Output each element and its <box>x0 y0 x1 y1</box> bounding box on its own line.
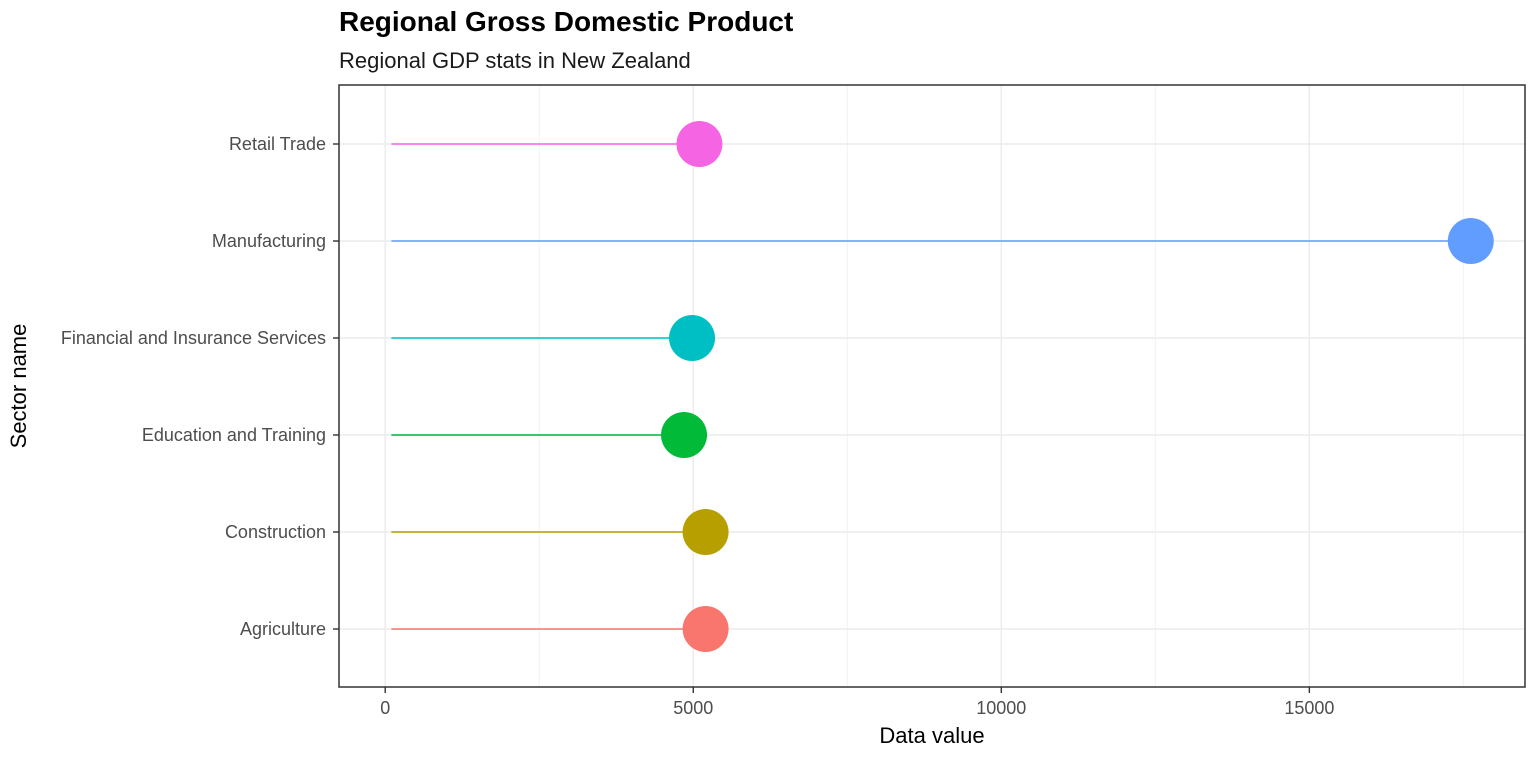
y-tick-label: Agriculture <box>240 619 326 639</box>
lollipop-dot <box>676 121 723 167</box>
x-axis-title: Data value <box>879 723 984 748</box>
lollipop-dot <box>669 315 716 361</box>
lollipop-dot <box>682 606 729 652</box>
y-tick-label: Retail Trade <box>229 134 326 154</box>
y-tick-label: Construction <box>225 522 326 542</box>
x-tick-label: 0 <box>380 698 390 718</box>
chart-title: Regional Gross Domestic Product <box>339 6 794 37</box>
x-tick-label: 15000 <box>1284 698 1334 718</box>
lollipop-dot <box>682 509 729 555</box>
plot-panel-background <box>339 85 1525 687</box>
x-tick-label: 10000 <box>976 698 1026 718</box>
lollipop-dot <box>661 412 708 458</box>
plot-panel-border <box>338 84 1526 688</box>
x-tick-label: 5000 <box>673 698 713 718</box>
axes: 0 5000 10000 15000 Agriculture Construction Ed… <box>61 134 1335 718</box>
y-tick-label: Manufacturing <box>212 231 326 251</box>
lollipop-dot <box>1447 218 1494 264</box>
y-tick-label: Financial and Insurance Services <box>61 328 326 348</box>
chart-subtitle: Regional GDP stats in New Zealand <box>339 48 691 73</box>
lollipop-stems <box>391 143 1471 630</box>
lollipop-dots <box>661 121 1494 652</box>
y-tick-label: Education and Training <box>142 425 326 445</box>
y-axis-title: Sector name <box>6 324 31 449</box>
